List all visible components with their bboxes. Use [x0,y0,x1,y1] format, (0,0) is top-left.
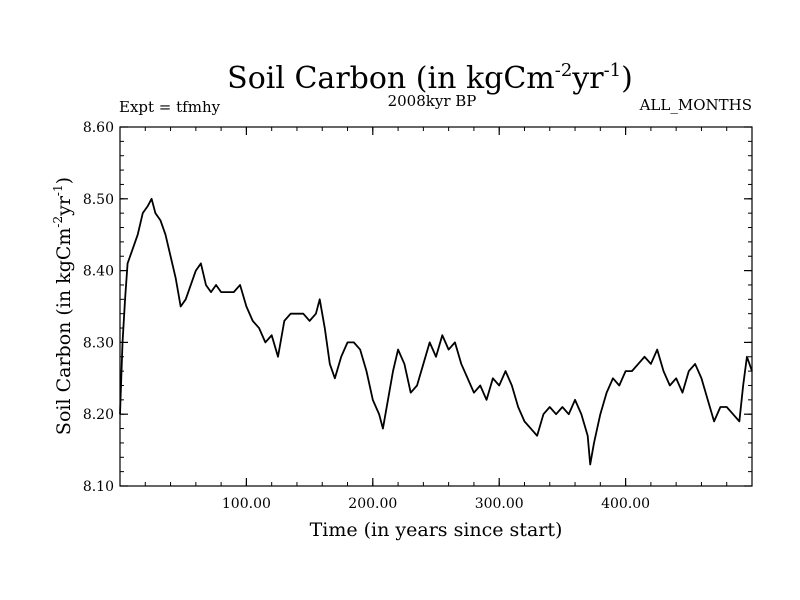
chart-title-end: ) [621,61,633,96]
y-tick-label: 8.40 [83,264,114,280]
y-tick-label: 8.30 [83,335,114,351]
y-axis-label-end: ) [53,177,75,184]
plot-frame [119,126,753,487]
y-axis-label-sup1: -2 [51,216,65,228]
chart-title-main: Soil Carbon (in kgCm [227,61,555,96]
x-tick-label: 200.00 [348,496,397,512]
x-tick-label: 300.00 [475,496,524,512]
y-axis-label-sup2: -1 [51,184,65,196]
y-axis-label: Soil Carbon (in kgCm-2yr-1) [51,177,75,435]
left-note: Expt = tfmhy [119,98,221,116]
chart-title: Soil Carbon (in kgCm-2yr-1) [227,60,633,96]
chart-title-sup2: -1 [604,60,622,81]
x-tick-label: 400.00 [601,496,650,512]
y-axis-label-mid: yr [53,195,75,217]
right-note: ALL_MONTHS [639,96,752,114]
chart-subtitle: 2008kyr BP [388,92,477,110]
x-axis-ticks: 100.00 200.00 300.00 400.00 [144,127,728,512]
y-axis-ticks: 8.10 8.20 8.30 8.40 8.50 8.60 [83,120,752,495]
series-line [119,197,753,466]
y-tick-label: 8.50 [83,192,114,208]
y-axis-label-main: Soil Carbon (in kgCm [53,228,75,435]
chart-title-sup1: -2 [555,60,573,81]
y-tick-label: 8.60 [83,120,114,136]
x-axis-label: Time (in years since start) [310,519,563,541]
y-tick-label: 8.10 [83,479,114,495]
y-tick-label: 8.20 [83,407,114,423]
x-tick-label: 100.00 [222,496,271,512]
chart-title-mid: yr [571,61,604,96]
